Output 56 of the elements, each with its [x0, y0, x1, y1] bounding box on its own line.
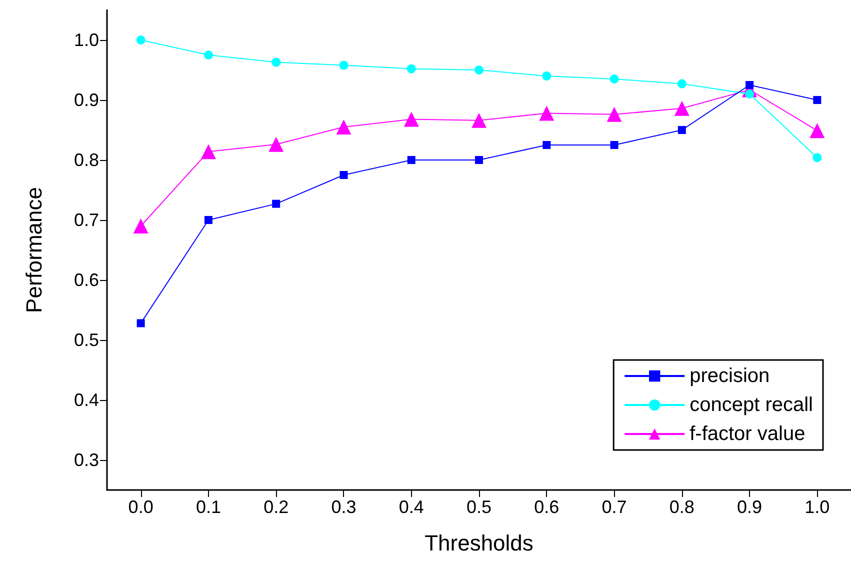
y-axis-title: Performance — [22, 187, 46, 313]
point — [136, 36, 146, 44]
point — [810, 123, 825, 138]
legend-label: precision — [690, 365, 770, 387]
y-tick-label: 0.3 — [74, 450, 99, 470]
legend-label: f-factor value — [690, 423, 806, 445]
x-tick-label: 0.3 — [331, 497, 356, 517]
point — [610, 74, 619, 84]
point — [136, 319, 145, 328]
point — [539, 106, 554, 121]
x-tick-label: 0.9 — [737, 497, 762, 517]
point — [204, 50, 213, 60]
point — [812, 153, 822, 162]
point — [133, 218, 148, 234]
point — [745, 90, 754, 98]
x-tick-label: 0.0 — [128, 497, 154, 517]
point — [407, 156, 416, 164]
y-tick-label: 0.6 — [74, 270, 99, 290]
y-tick-label: 0.7 — [74, 210, 99, 230]
x-tick-label: 0.4 — [398, 497, 424, 517]
x-axis-title: Thresholds — [424, 530, 534, 556]
y-tick-label: 0.9 — [74, 90, 99, 110]
point — [674, 100, 690, 116]
point — [336, 120, 352, 134]
point — [542, 72, 552, 80]
point — [268, 136, 284, 152]
point — [475, 156, 483, 164]
x-tick-label: 0.1 — [196, 497, 221, 517]
point — [813, 96, 822, 104]
point — [340, 171, 348, 179]
x-tick-label: 0.6 — [534, 497, 560, 517]
y-tick-label: 1.0 — [74, 30, 99, 50]
point — [339, 60, 348, 70]
x-tick-label: 0.7 — [602, 497, 627, 517]
x-tick-label: 0.2 — [264, 497, 289, 517]
point — [204, 216, 212, 224]
legend-label: concept recall — [690, 394, 814, 416]
y-tick-label: 0.5 — [74, 330, 99, 350]
x-tick-label: 0.5 — [466, 497, 492, 517]
point — [610, 141, 618, 149]
point — [678, 126, 686, 134]
point — [200, 144, 216, 160]
point — [474, 66, 484, 74]
point — [472, 112, 486, 128]
point — [272, 58, 281, 67]
point — [542, 141, 551, 149]
point — [404, 112, 419, 127]
point — [272, 200, 280, 208]
y-tick-label: 0.8 — [74, 150, 99, 170]
x-tick-label: 0.8 — [669, 497, 694, 517]
x-tick-label: 1.0 — [804, 497, 830, 517]
point — [746, 81, 754, 89]
point — [406, 64, 416, 74]
point — [677, 79, 686, 88]
point — [606, 106, 622, 122]
y-tick-label: 0.4 — [74, 390, 99, 410]
